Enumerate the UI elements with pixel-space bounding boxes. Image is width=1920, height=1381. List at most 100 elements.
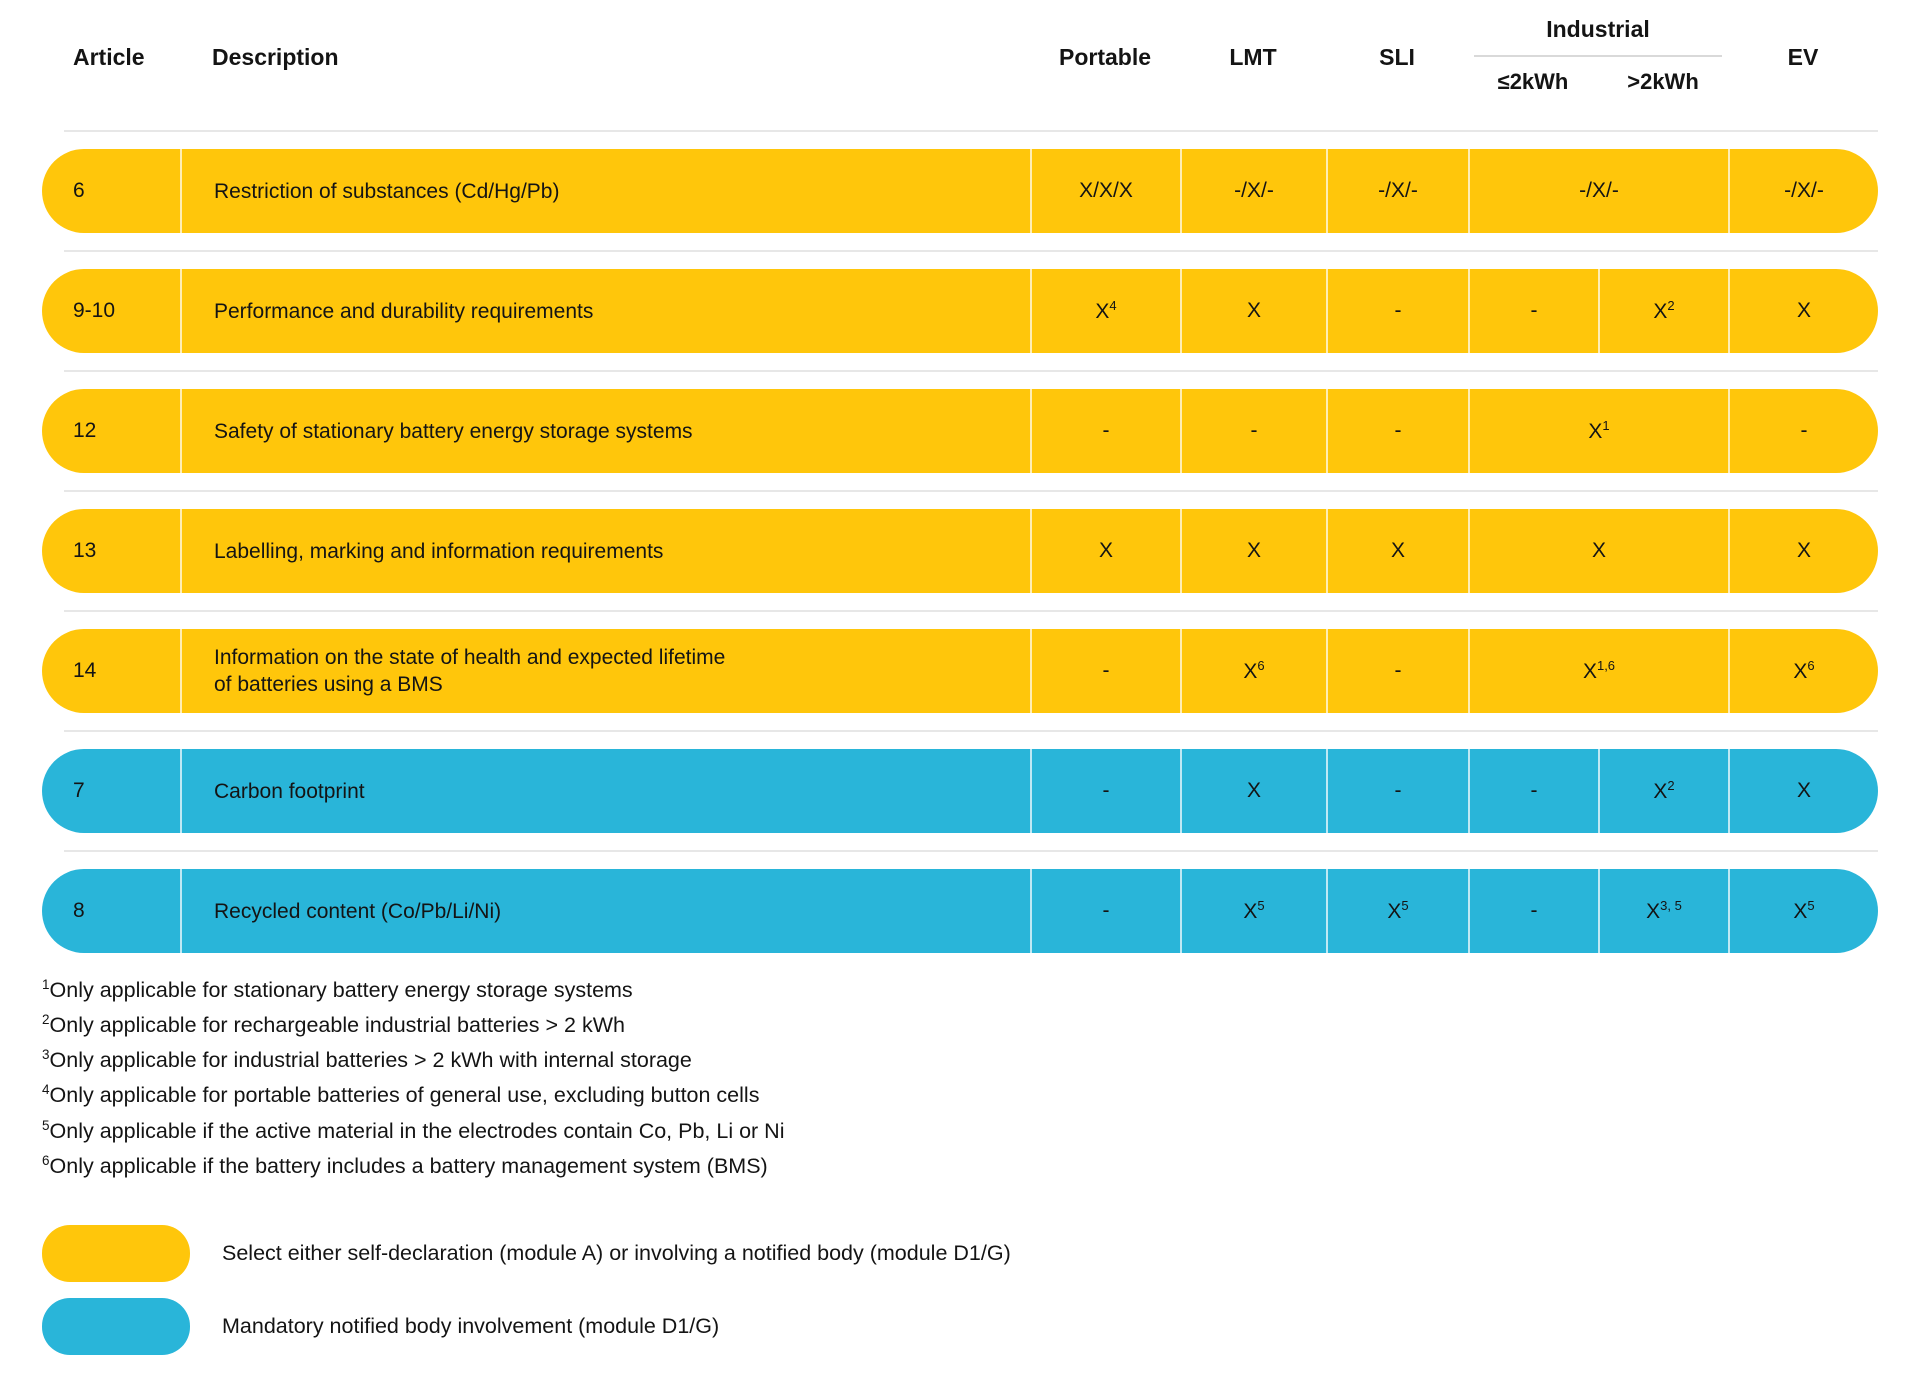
description-cell: Labelling, marking and information requi… — [180, 509, 1030, 593]
footnote-4: 4Only applicable for portable batteries … — [42, 1082, 760, 1108]
footnote-marker: 6 — [1807, 658, 1815, 673]
portable-cell: - — [1030, 749, 1180, 833]
industrial-le2kwh-cell: - — [1468, 749, 1598, 833]
footnote-marker: 2 — [1667, 298, 1675, 313]
industrial-cell: X — [1468, 509, 1728, 593]
column-header-industrial-gt2kwh: >2kWh — [1627, 69, 1699, 94]
footnote-marker: 5 — [1807, 898, 1815, 913]
row-separator — [64, 730, 1878, 732]
footnote-6: 6Only applicable if the battery includes… — [42, 1152, 768, 1178]
legend-label: Select either self-declaration (module A… — [222, 1240, 1011, 1265]
description-cell: Safety of stationary battery energy stor… — [180, 389, 1030, 473]
lmt-cell: X6 — [1180, 629, 1326, 713]
sli-cell: X5 — [1326, 869, 1468, 953]
row-separator — [64, 490, 1878, 492]
description-cell: Information on the state of health and e… — [180, 629, 1030, 713]
column-header-portable: Portable — [1058, 44, 1152, 70]
column-header-description: Description — [212, 44, 339, 70]
legend: Select either self-declaration (module A… — [42, 1224, 1878, 1355]
industrial-cell: -/X/- — [1468, 149, 1728, 233]
industrial-underline — [1474, 55, 1722, 57]
footnote-marker: 1,6 — [1596, 658, 1616, 673]
column-header-industrial-le2kwh: ≤2kWh — [1497, 69, 1569, 94]
industrial-gt2kwh-cell: X2 — [1598, 749, 1728, 833]
footnote-marker: 5 — [1401, 898, 1409, 913]
table-row-article-9-10: 9-10 Performance and durability requirem… — [42, 269, 1878, 353]
table-row-article-14: 14 Information on the state of health an… — [42, 629, 1878, 713]
article-cell: 13 — [73, 539, 97, 562]
lmt-cell: X — [1180, 749, 1326, 833]
article-cell: 12 — [73, 419, 97, 442]
description-cell: Restriction of substances (Cd/Hg/Pb) — [180, 149, 1030, 233]
article-cell: 14 — [73, 659, 97, 682]
footnote-marker: 5 — [42, 1117, 50, 1133]
footnote-marker: 5 — [1257, 898, 1265, 913]
legend-item-yellow: Select either self-declaration (module A… — [42, 1224, 1878, 1282]
article-cell: 8 — [73, 899, 85, 922]
footnote-marker: 1 — [1602, 418, 1610, 433]
ev-cell: X — [1728, 749, 1878, 833]
sli-cell: - — [1326, 629, 1468, 713]
sli-cell: - — [1326, 269, 1468, 353]
ev-cell: X5 — [1728, 869, 1878, 953]
legend-label: Mandatory notified body involvement (mod… — [222, 1313, 720, 1338]
table-row-article-8: 8 Recycled content (Co/Pb/Li/Ni) - X5 X5… — [42, 869, 1878, 953]
sli-cell: - — [1326, 749, 1468, 833]
column-header-industrial-group: Industrial ≤2kWh >2kWh — [1468, 0, 1728, 95]
industrial-cell: X1,6 — [1468, 629, 1728, 713]
portable-cell: X/X/X — [1030, 149, 1180, 233]
row-separator — [64, 370, 1878, 372]
industrial-gt2kwh-cell: X2 — [1598, 269, 1728, 353]
portable-cell: X4 — [1030, 269, 1180, 353]
ev-cell: - — [1728, 389, 1878, 473]
industrial-le2kwh-cell: - — [1468, 269, 1598, 353]
portable-cell: - — [1030, 629, 1180, 713]
industrial-subheaders: ≤2kWh >2kWh — [1468, 69, 1728, 95]
article-cell: 6 — [73, 179, 85, 202]
row-separator — [64, 610, 1878, 612]
row-separator — [64, 250, 1878, 252]
row-separator — [64, 850, 1878, 852]
article-cell: 7 — [73, 779, 85, 802]
description-cell: Carbon footprint — [180, 749, 1030, 833]
lmt-cell: X5 — [1180, 869, 1326, 953]
header-separator — [64, 130, 1878, 132]
table-row-article-12: 12 Safety of stationary battery energy s… — [42, 389, 1878, 473]
industrial-gt2kwh-cell: X3, 5 — [1598, 869, 1728, 953]
table-row-article-7: 7 Carbon footprint - X - - X2 X — [42, 749, 1878, 833]
industrial-cell: X1 — [1468, 389, 1728, 473]
sli-cell: - — [1326, 389, 1468, 473]
footnotes: 1Only applicable for stationary battery … — [42, 970, 1878, 1181]
legend-item-blue: Mandatory notified body involvement (mod… — [42, 1297, 1878, 1355]
column-header-lmt: LMT — [1229, 44, 1277, 70]
column-header-ev: EV — [1787, 44, 1819, 70]
footnote-marker: 3, 5 — [1660, 898, 1682, 913]
sli-cell: X — [1326, 509, 1468, 593]
portable-cell: X — [1030, 509, 1180, 593]
footnote-1: 1Only applicable for stationary battery … — [42, 977, 633, 1003]
lmt-cell: -/X/- — [1180, 149, 1326, 233]
table-header: Article Description Portable LMT SLI Ind… — [42, 0, 1878, 130]
lmt-cell: X — [1180, 269, 1326, 353]
column-header-article: Article — [73, 44, 145, 70]
footnote-marker: 6 — [42, 1152, 50, 1168]
footnote-marker: 2 — [42, 1012, 50, 1028]
footnote-marker: 1 — [42, 977, 50, 992]
footnote-marker: 3 — [42, 1047, 50, 1063]
footnote-3: 3Only applicable for industrial batterie… — [42, 1047, 692, 1073]
ev-cell: -/X/- — [1728, 149, 1878, 233]
lmt-cell: X — [1180, 509, 1326, 593]
footnote-marker: 4 — [42, 1082, 50, 1098]
article-cell: 9-10 — [73, 299, 116, 322]
description-cell: Recycled content (Co/Pb/Li/Ni) — [180, 869, 1030, 953]
footnote-5: 5Only applicable if the active material … — [42, 1117, 785, 1143]
footnote-marker: 2 — [1667, 778, 1675, 793]
portable-cell: - — [1030, 869, 1180, 953]
ev-cell: X6 — [1728, 629, 1878, 713]
column-header-industrial: Industrial — [1546, 16, 1650, 42]
ev-cell: X — [1728, 269, 1878, 353]
footnote-marker: 6 — [1257, 658, 1265, 673]
portable-cell: - — [1030, 389, 1180, 473]
column-header-sli: SLI — [1379, 44, 1415, 70]
ev-cell: X — [1728, 509, 1878, 593]
